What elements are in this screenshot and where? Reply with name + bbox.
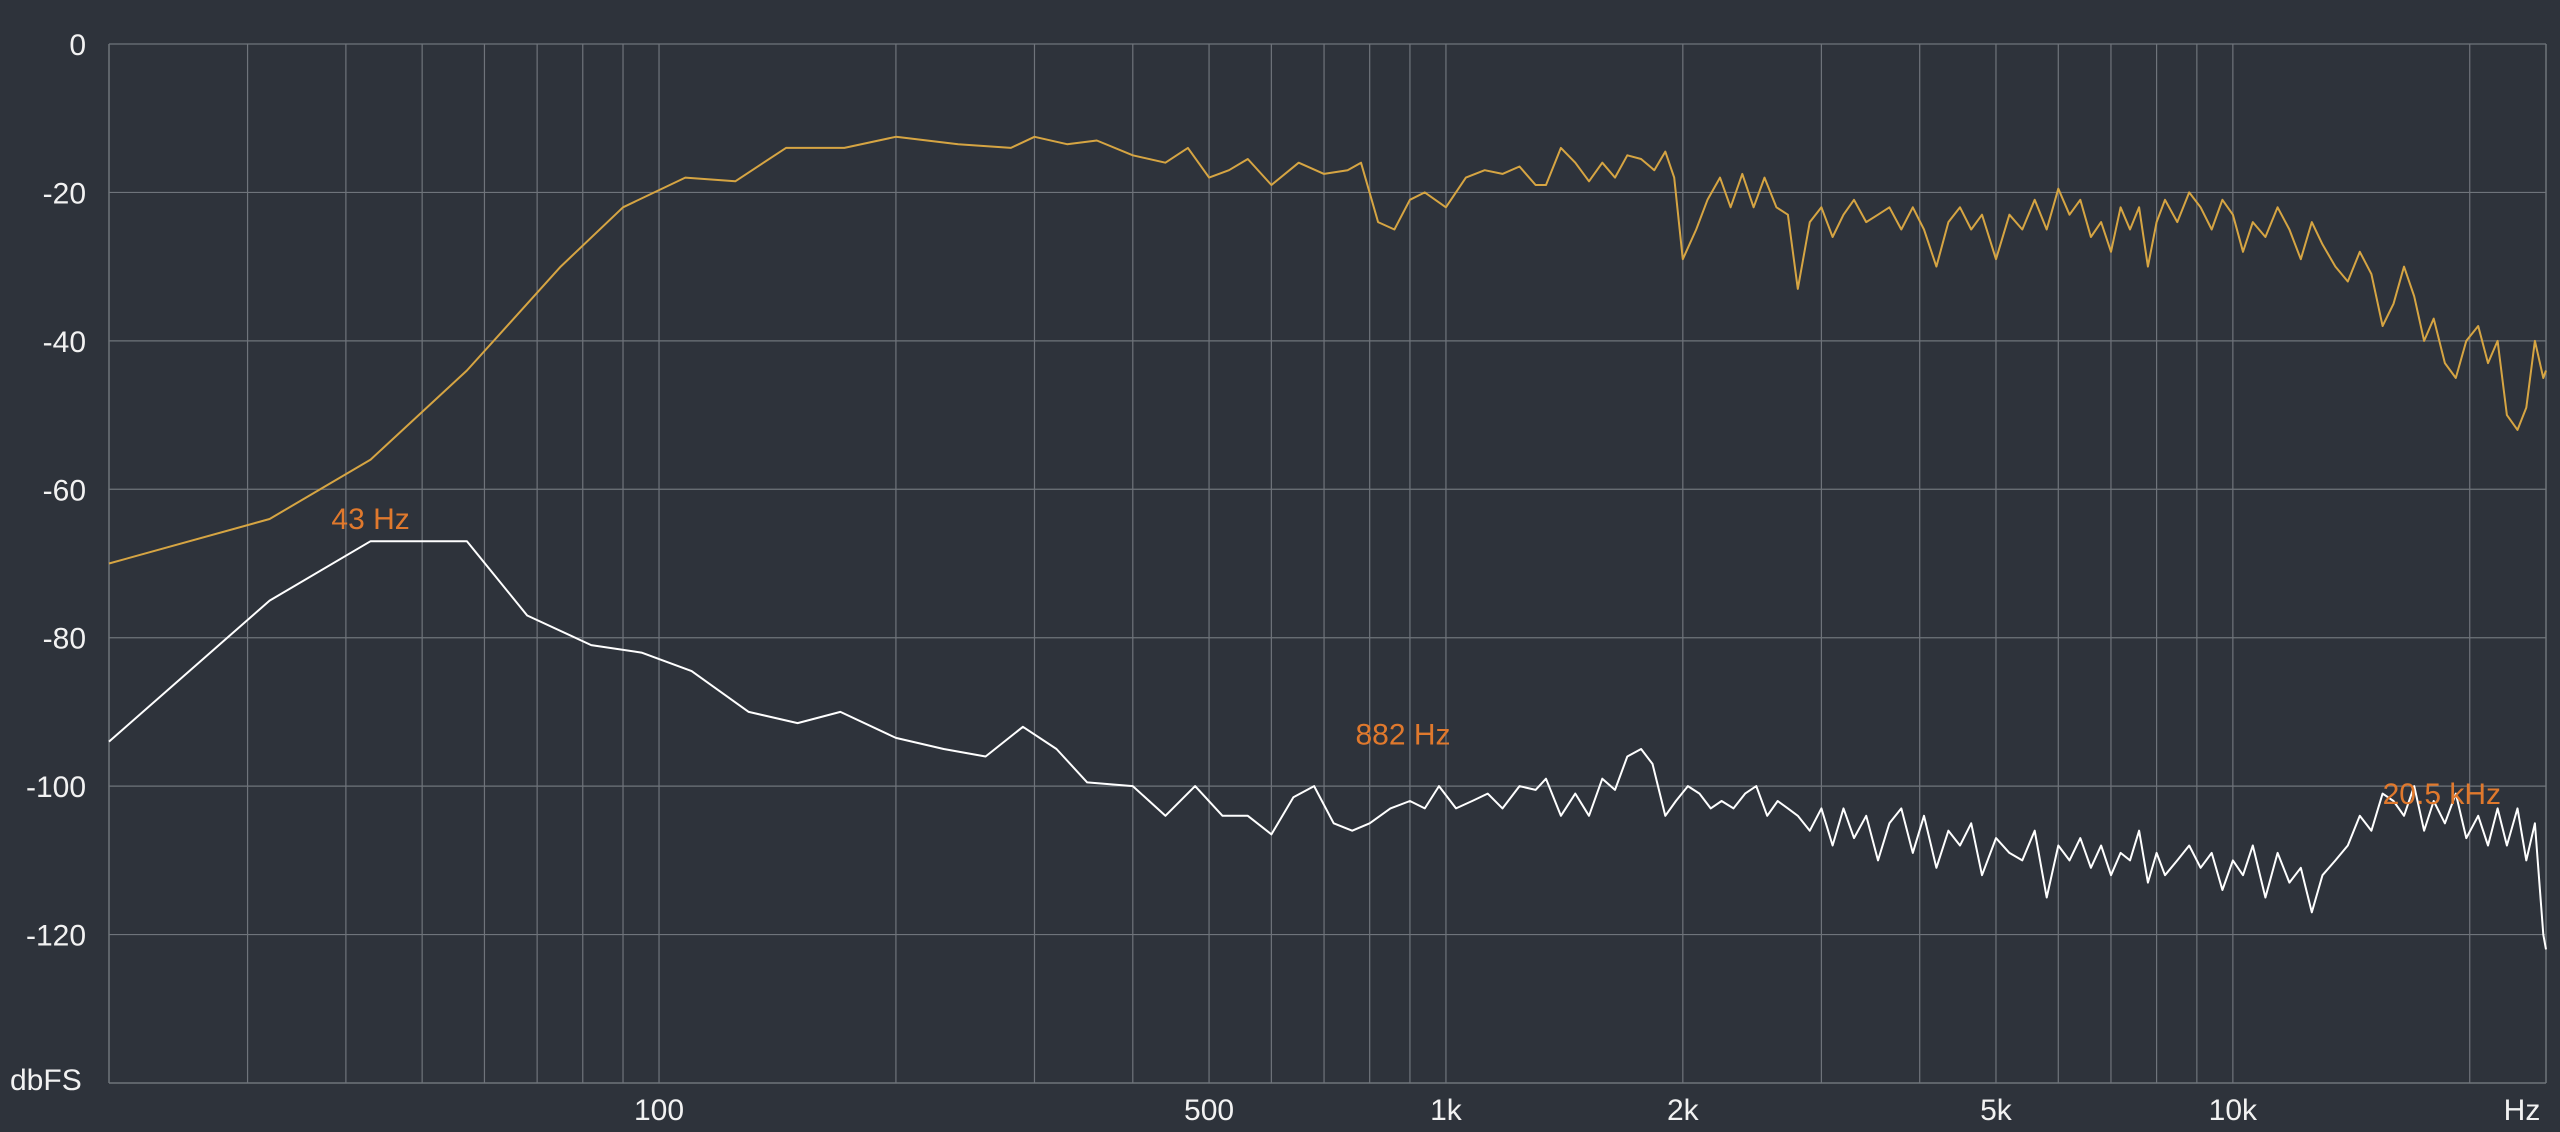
- x-tick-label: 100: [634, 1094, 684, 1127]
- peak-annotation: 882 Hz: [1355, 718, 1450, 751]
- series-upper-line: [108, 135, 2547, 565]
- y-tick-label: -40: [43, 326, 86, 359]
- x-tick-label: 2k: [1667, 1094, 1700, 1127]
- y-tick-label: -20: [43, 177, 86, 210]
- y-tick-label: -80: [43, 623, 86, 656]
- y-tick-label: -100: [26, 771, 86, 804]
- annotations: 43 Hz 882 Hz 20.5 kHz: [331, 503, 2501, 811]
- x-tick-labels: 100 500 1k 2k 5k 10k: [634, 1094, 2258, 1127]
- x-tick-label: 500: [1184, 1094, 1234, 1127]
- peak-annotation: 20.5 kHz: [2383, 778, 2501, 811]
- y-tick-label: 0: [69, 29, 86, 62]
- y-tick-labels: 0 -20 -40 -60 -80 -100 -120: [26, 29, 86, 953]
- x-axis-label: Hz: [2504, 1094, 2541, 1127]
- y-tick-label: -120: [26, 920, 86, 953]
- series-lower-line: [108, 540, 2547, 950]
- x-tick-label: 5k: [1980, 1094, 2013, 1127]
- y-axis-label: dbFS: [10, 1064, 82, 1097]
- x-tick-label: 10k: [2209, 1094, 2258, 1127]
- y-tick-label: -60: [43, 474, 86, 507]
- series-group: [108, 135, 2547, 950]
- x-tick-label: 1k: [1430, 1094, 1463, 1127]
- peak-annotation: 43 Hz: [331, 503, 409, 536]
